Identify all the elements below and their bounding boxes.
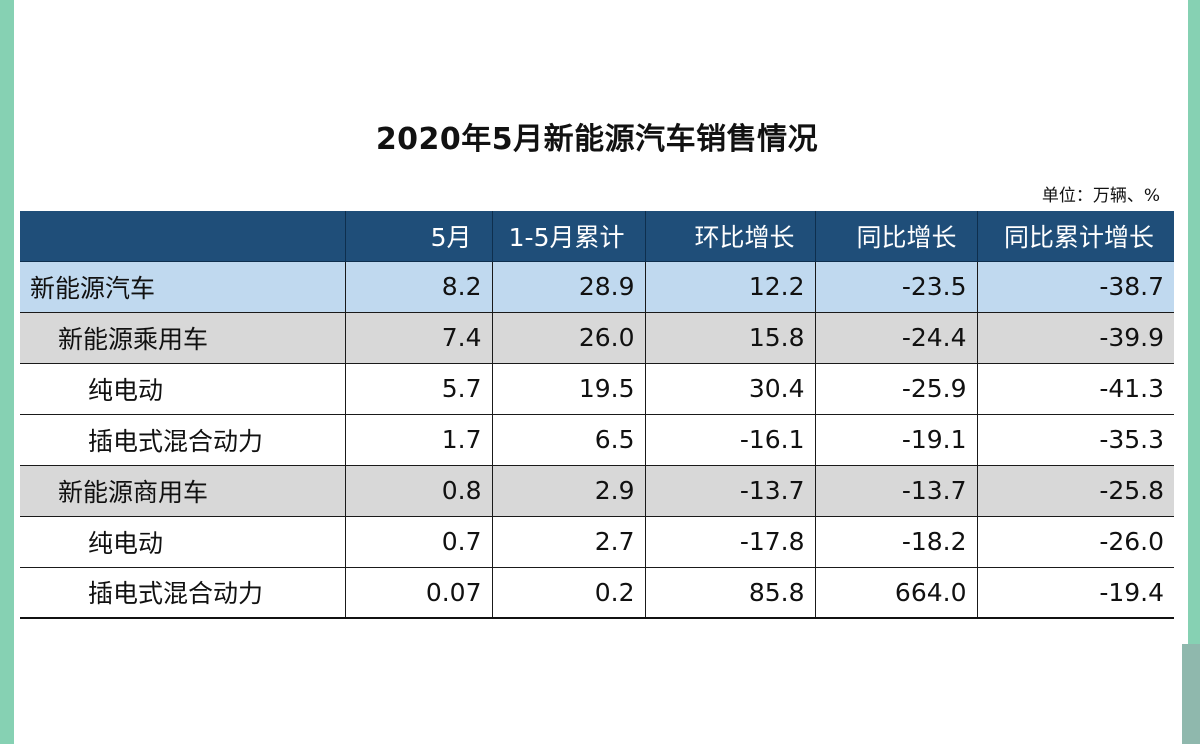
table-row: 纯电动 0.7 2.7 -17.8 -18.2 -26.0 — [20, 516, 1174, 568]
row-label: 纯电动 — [20, 363, 346, 415]
page-title: 2020年5月新能源汽车销售情况 — [375, 122, 819, 157]
row-label: 新能源汽车 — [20, 261, 346, 313]
cell-cumulative: 19.5 — [492, 363, 646, 415]
cell-month: 0.7 — [345, 516, 493, 568]
header-month: 5月 — [345, 211, 493, 262]
cell-yoy: -19.1 — [815, 414, 978, 466]
cell-mom: 15.8 — [645, 312, 816, 364]
cell-yoy-cumulative: -26.0 — [977, 516, 1174, 568]
cell-month: 8.2 — [345, 261, 493, 313]
table-row-total: 新能源汽车 8.2 28.9 12.2 -23.5 -38.7 — [20, 261, 1174, 313]
cell-month: 7.4 — [345, 312, 493, 364]
cell-cumulative: 2.9 — [492, 465, 646, 517]
cell-mom: 12.2 — [645, 261, 816, 313]
unit-note: 单位：万辆、% — [1041, 186, 1160, 206]
cell-yoy: -24.4 — [815, 312, 978, 364]
sales-table: 5月 1-5月累计 环比增长 同比增长 同比累计增长 新能源汽车 8.2 28.… — [20, 211, 1174, 619]
row-label: 纯电动 — [20, 516, 346, 568]
row-label: 新能源乘用车 — [20, 312, 346, 364]
cell-mom: -17.8 — [645, 516, 816, 568]
table-row-passenger: 新能源乘用车 7.4 26.0 15.8 -24.4 -39.9 — [20, 312, 1174, 364]
header-yoy-growth: 同比增长 — [815, 211, 978, 262]
cell-yoy-cumulative: -41.3 — [977, 363, 1174, 415]
header-mom-growth: 环比增长 — [645, 211, 816, 262]
corner-accent — [1182, 644, 1200, 744]
left-accent-bar — [0, 0, 14, 744]
cell-yoy: -13.7 — [815, 465, 978, 517]
cell-yoy-cumulative: -25.8 — [977, 465, 1174, 517]
cell-mom: 30.4 — [645, 363, 816, 415]
cell-month: 0.8 — [345, 465, 493, 517]
cell-yoy-cumulative: -35.3 — [977, 414, 1174, 466]
header-cumulative: 1-5月累计 — [492, 211, 646, 262]
cell-yoy: -23.5 — [815, 261, 978, 313]
table-row: 插电式混合动力 1.7 6.5 -16.1 -19.1 -35.3 — [20, 414, 1174, 466]
cell-yoy-cumulative: -39.9 — [977, 312, 1174, 364]
row-label: 插电式混合动力 — [20, 414, 346, 466]
header-yoy-cumulative-growth: 同比累计增长 — [977, 211, 1174, 262]
table-row: 纯电动 5.7 19.5 30.4 -25.9 -41.3 — [20, 363, 1174, 415]
cell-mom: 85.8 — [645, 567, 816, 619]
header-category — [20, 211, 346, 262]
table-header-row: 5月 1-5月累计 环比增长 同比增长 同比累计增长 — [20, 211, 1174, 262]
cell-cumulative: 26.0 — [492, 312, 646, 364]
cell-yoy: -18.2 — [815, 516, 978, 568]
cell-month: 0.07 — [345, 567, 493, 619]
table-row: 插电式混合动力 0.07 0.2 85.8 664.0 -19.4 — [20, 567, 1174, 619]
cell-month: 5.7 — [345, 363, 493, 415]
cell-cumulative: 2.7 — [492, 516, 646, 568]
cell-yoy-cumulative: -19.4 — [977, 567, 1174, 619]
cell-cumulative: 28.9 — [492, 261, 646, 313]
row-label: 插电式混合动力 — [20, 567, 346, 619]
cell-cumulative: 6.5 — [492, 414, 646, 466]
cell-mom: -16.1 — [645, 414, 816, 466]
cell-yoy: -25.9 — [815, 363, 978, 415]
table-row-commercial: 新能源商用车 0.8 2.9 -13.7 -13.7 -25.8 — [20, 465, 1174, 517]
cell-cumulative: 0.2 — [492, 567, 646, 619]
cell-mom: -13.7 — [645, 465, 816, 517]
cell-month: 1.7 — [345, 414, 493, 466]
row-label: 新能源商用车 — [20, 465, 346, 517]
right-accent-bar — [1188, 0, 1200, 744]
cell-yoy: 664.0 — [815, 567, 978, 619]
cell-yoy-cumulative: -38.7 — [977, 261, 1174, 313]
